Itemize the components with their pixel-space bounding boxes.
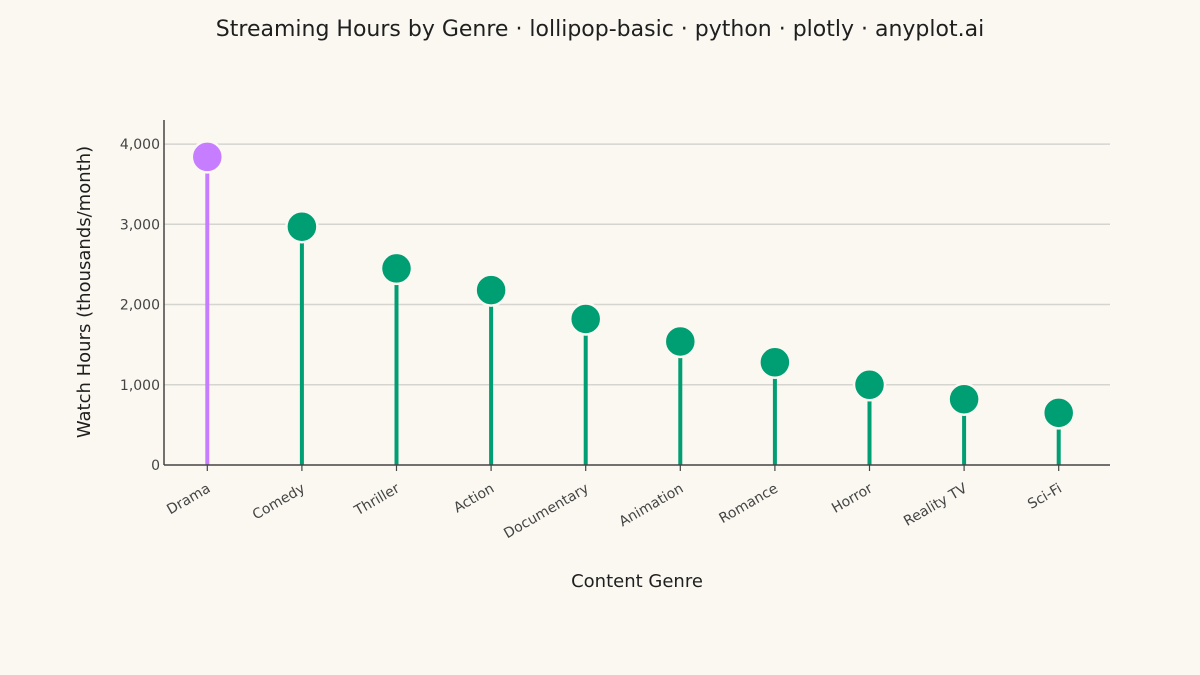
x-tick-label: Romance	[717, 481, 781, 527]
x-tick-label: Horror	[829, 480, 876, 516]
x-tick-label: Comedy	[250, 481, 308, 524]
y-tick-label: 1,000	[120, 378, 160, 394]
x-tick-label: Action	[451, 481, 497, 517]
axes	[163, 120, 1110, 471]
x-tick-label: Drama	[164, 481, 213, 519]
y-tick-label: 0	[151, 458, 160, 474]
lollipop-marker	[379, 251, 414, 286]
x-tick-label: Documentary	[501, 481, 591, 542]
lollipop-marker	[568, 302, 603, 336]
y-tick-label: 4,000	[120, 137, 160, 153]
lollipop-marker	[285, 209, 319, 244]
x-tick-label: Animation	[616, 481, 686, 531]
y-tick-label: 3,000	[120, 217, 160, 233]
lollipop-stems	[205, 156, 1061, 465]
x-tick-labels: Drama Comedy Thriller Action Documentary Anim…	[164, 480, 1064, 542]
x-tick-label: Sci-Fi	[1025, 481, 1065, 513]
lollipop-marker	[852, 368, 887, 402]
lollipop-markers	[190, 140, 1076, 430]
x-axis-title: Content Genre	[571, 571, 703, 592]
lollipop-marker	[758, 345, 792, 380]
lollipop-marker	[474, 273, 508, 307]
lollipop-marker	[190, 140, 225, 174]
y-tick-labels: 0 1,000 2,000 3,000 4,000	[120, 137, 160, 474]
y-tick-label: 2,000	[120, 298, 160, 314]
x-tick-label: Thriller	[351, 480, 403, 519]
lollipop-marker	[663, 324, 698, 359]
lollipop-marker	[947, 382, 981, 416]
x-tick-label: Reality TV	[901, 480, 970, 529]
chart-title: Streaming Hours by Genre · lollipop-basi…	[216, 17, 984, 42]
gridlines	[164, 143, 1110, 386]
lollipop-marker	[1041, 396, 1076, 430]
y-axis-title: Watch Hours (thousands/month)	[74, 146, 95, 438]
